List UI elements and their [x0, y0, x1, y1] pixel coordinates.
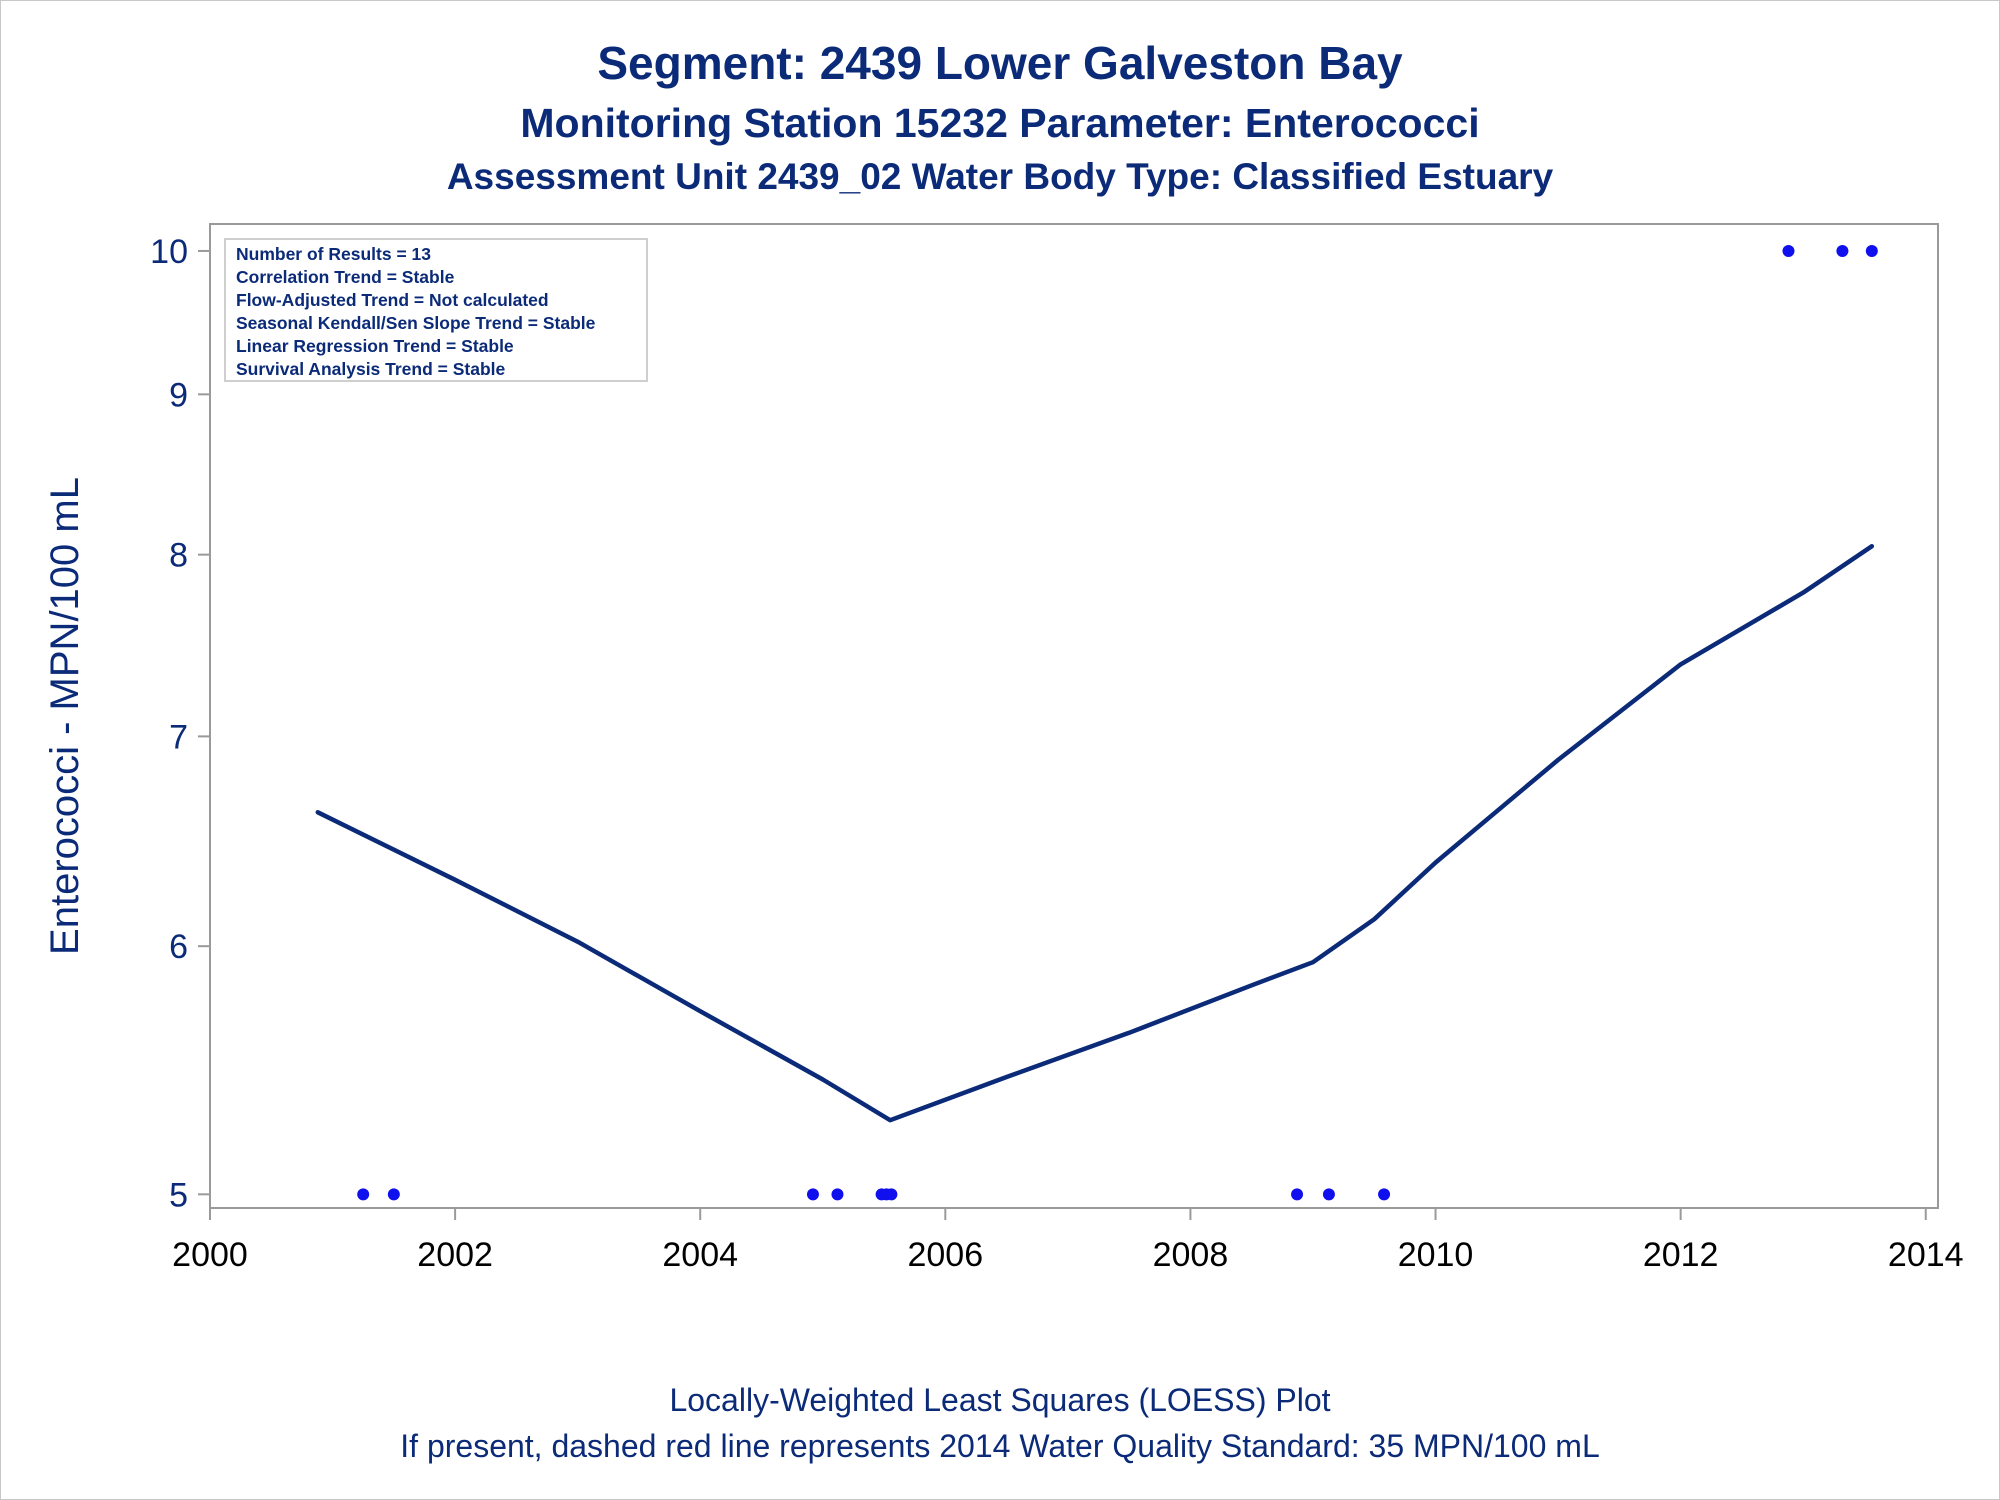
loess-line	[315, 543, 1875, 1123]
x-tick-label: 2012	[1643, 1236, 1719, 1274]
y-axis: 5 6 7 8 9 10	[150, 233, 210, 1214]
trend-summary-line: Number of Results = 13	[236, 244, 431, 264]
data-point-13	[1836, 244, 1849, 257]
data-point-5	[831, 1188, 844, 1201]
data-points	[311, 244, 1878, 1201]
trend-summary-border	[224, 238, 648, 382]
chart-subtitle-2: Assessment Unit 2439_02 Water Body Type:…	[446, 156, 1554, 197]
y-tick-label: 7	[169, 718, 188, 756]
y-axis-label: Enterococci - MPN/100 mL	[43, 477, 87, 955]
trend-summary-line: Seasonal Kendall/Sen Slope Trend = Stabl…	[236, 313, 596, 333]
y-tick-label: 10	[150, 233, 188, 271]
y-tick-label: 5	[169, 1176, 188, 1214]
data-point-14	[1865, 244, 1878, 257]
trend-summary-box: Number of Results = 13 Correlation Trend …	[224, 238, 648, 382]
trend-summary-line: Survival Analysis Trend = Stable	[236, 359, 506, 379]
data-point-9	[1291, 1188, 1304, 1201]
trend-summary-line: Correlation Trend = Stable	[236, 267, 455, 287]
x-tick-label: 2004	[662, 1236, 738, 1274]
x-tick-label: 2000	[172, 1236, 248, 1274]
chart-title: Segment: 2439 Lower Galveston Bay	[597, 37, 1403, 89]
data-point-4	[806, 1188, 819, 1201]
x-tick-label: 2008	[1153, 1236, 1229, 1274]
x-axis: 2000 2002 2004 2006 2008 2010 2012 2014	[172, 1208, 1964, 1274]
y-tick-label: 8	[169, 537, 188, 575]
x-tick-label: 2014	[1888, 1236, 1964, 1274]
plot-area	[209, 223, 1939, 1209]
trend-summary-line: Flow-Adjusted Trend = Not calculated	[236, 290, 549, 310]
x-tick-label: 2010	[1398, 1236, 1474, 1274]
data-point-8	[885, 1188, 898, 1201]
x-tick-label: 2006	[907, 1236, 983, 1274]
data-point-2	[357, 1188, 370, 1201]
data-point-10	[1322, 1188, 1335, 1201]
data-point-12	[1782, 244, 1795, 257]
y-tick-label: 9	[169, 376, 188, 414]
y-tick-label: 6	[169, 928, 188, 966]
chart-subtitle: Monitoring Station 15232 Parameter: Ente…	[520, 100, 1480, 146]
footer-plot-type: Locally-Weighted Least Squares (LOESS) P…	[669, 1382, 1331, 1418]
trend-summary-line: Linear Regression Trend = Stable	[236, 336, 514, 356]
data-point-3	[387, 1188, 400, 1201]
x-tick-label: 2002	[417, 1236, 493, 1274]
data-point-11	[1378, 1188, 1391, 1201]
footer-standard-note: If present, dashed red line represents 2…	[400, 1428, 1600, 1464]
